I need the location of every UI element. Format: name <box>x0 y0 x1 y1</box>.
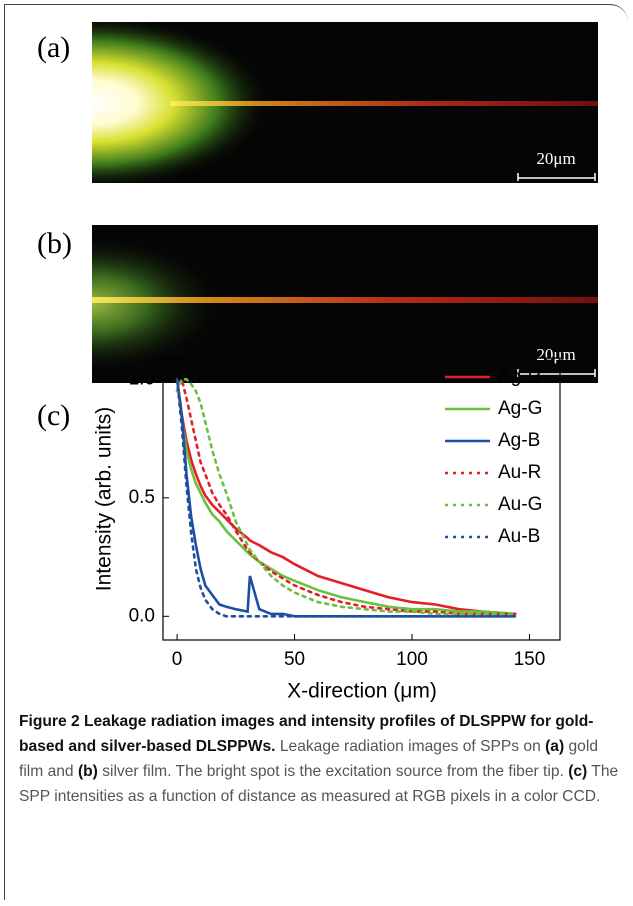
caption-text: (a) <box>545 738 565 755</box>
caption-text: gold film and <box>19 738 598 780</box>
scale-bar-label: 20μm <box>536 149 575 168</box>
legend-label: Ag-B <box>498 430 540 451</box>
series-line <box>175 379 516 616</box>
legend-label: Au-B <box>498 526 540 547</box>
panel-label: (b) <box>37 227 72 260</box>
y-axis-label: Intensity (arb. units) <box>93 407 116 591</box>
y-tick-label: 1.0 <box>129 368 155 389</box>
y-tick-label: 0.0 <box>129 605 155 626</box>
caption-text: silver film. The bright spot is the exci… <box>97 763 569 780</box>
series-line <box>175 378 517 616</box>
legend-label: Ag-G <box>498 398 542 419</box>
caption-text: (c) <box>568 763 588 780</box>
image-a <box>92 22 598 183</box>
x-tick-label: 150 <box>514 649 546 670</box>
caption: Figure 2 Leakage radiation images and in… <box>19 709 619 809</box>
legend-label: Au-G <box>498 494 542 515</box>
scale-bar-label: 20μm <box>536 345 575 364</box>
x-tick-label: 50 <box>284 649 305 670</box>
x-axis-label: X-direction (μm) <box>287 680 437 703</box>
y-tick-label: 0.5 <box>129 487 155 508</box>
panel-label: (c) <box>37 399 70 432</box>
x-tick-label: 0 <box>172 649 183 670</box>
figure: (a) 20μm (b) 20μm (c) Intensity (arb. un… <box>37 22 598 703</box>
caption-text: Figure 2 Leakage radiation images and in… <box>19 713 594 755</box>
caption-text: The SPP intensities as a function of dis… <box>19 763 619 805</box>
panel-label: (a) <box>37 31 70 64</box>
caption-text: (b) <box>77 763 98 780</box>
series-line <box>175 378 517 618</box>
plot-frame <box>162 357 561 641</box>
x-tick-label: 100 <box>396 649 428 670</box>
legend-label: Au-R <box>498 462 541 483</box>
legend-label: Ag-R <box>498 366 541 387</box>
caption-text: Leakage radiation images of SPPs on <box>275 738 546 755</box>
figure-frame <box>4 4 628 900</box>
image-b <box>92 225 598 383</box>
